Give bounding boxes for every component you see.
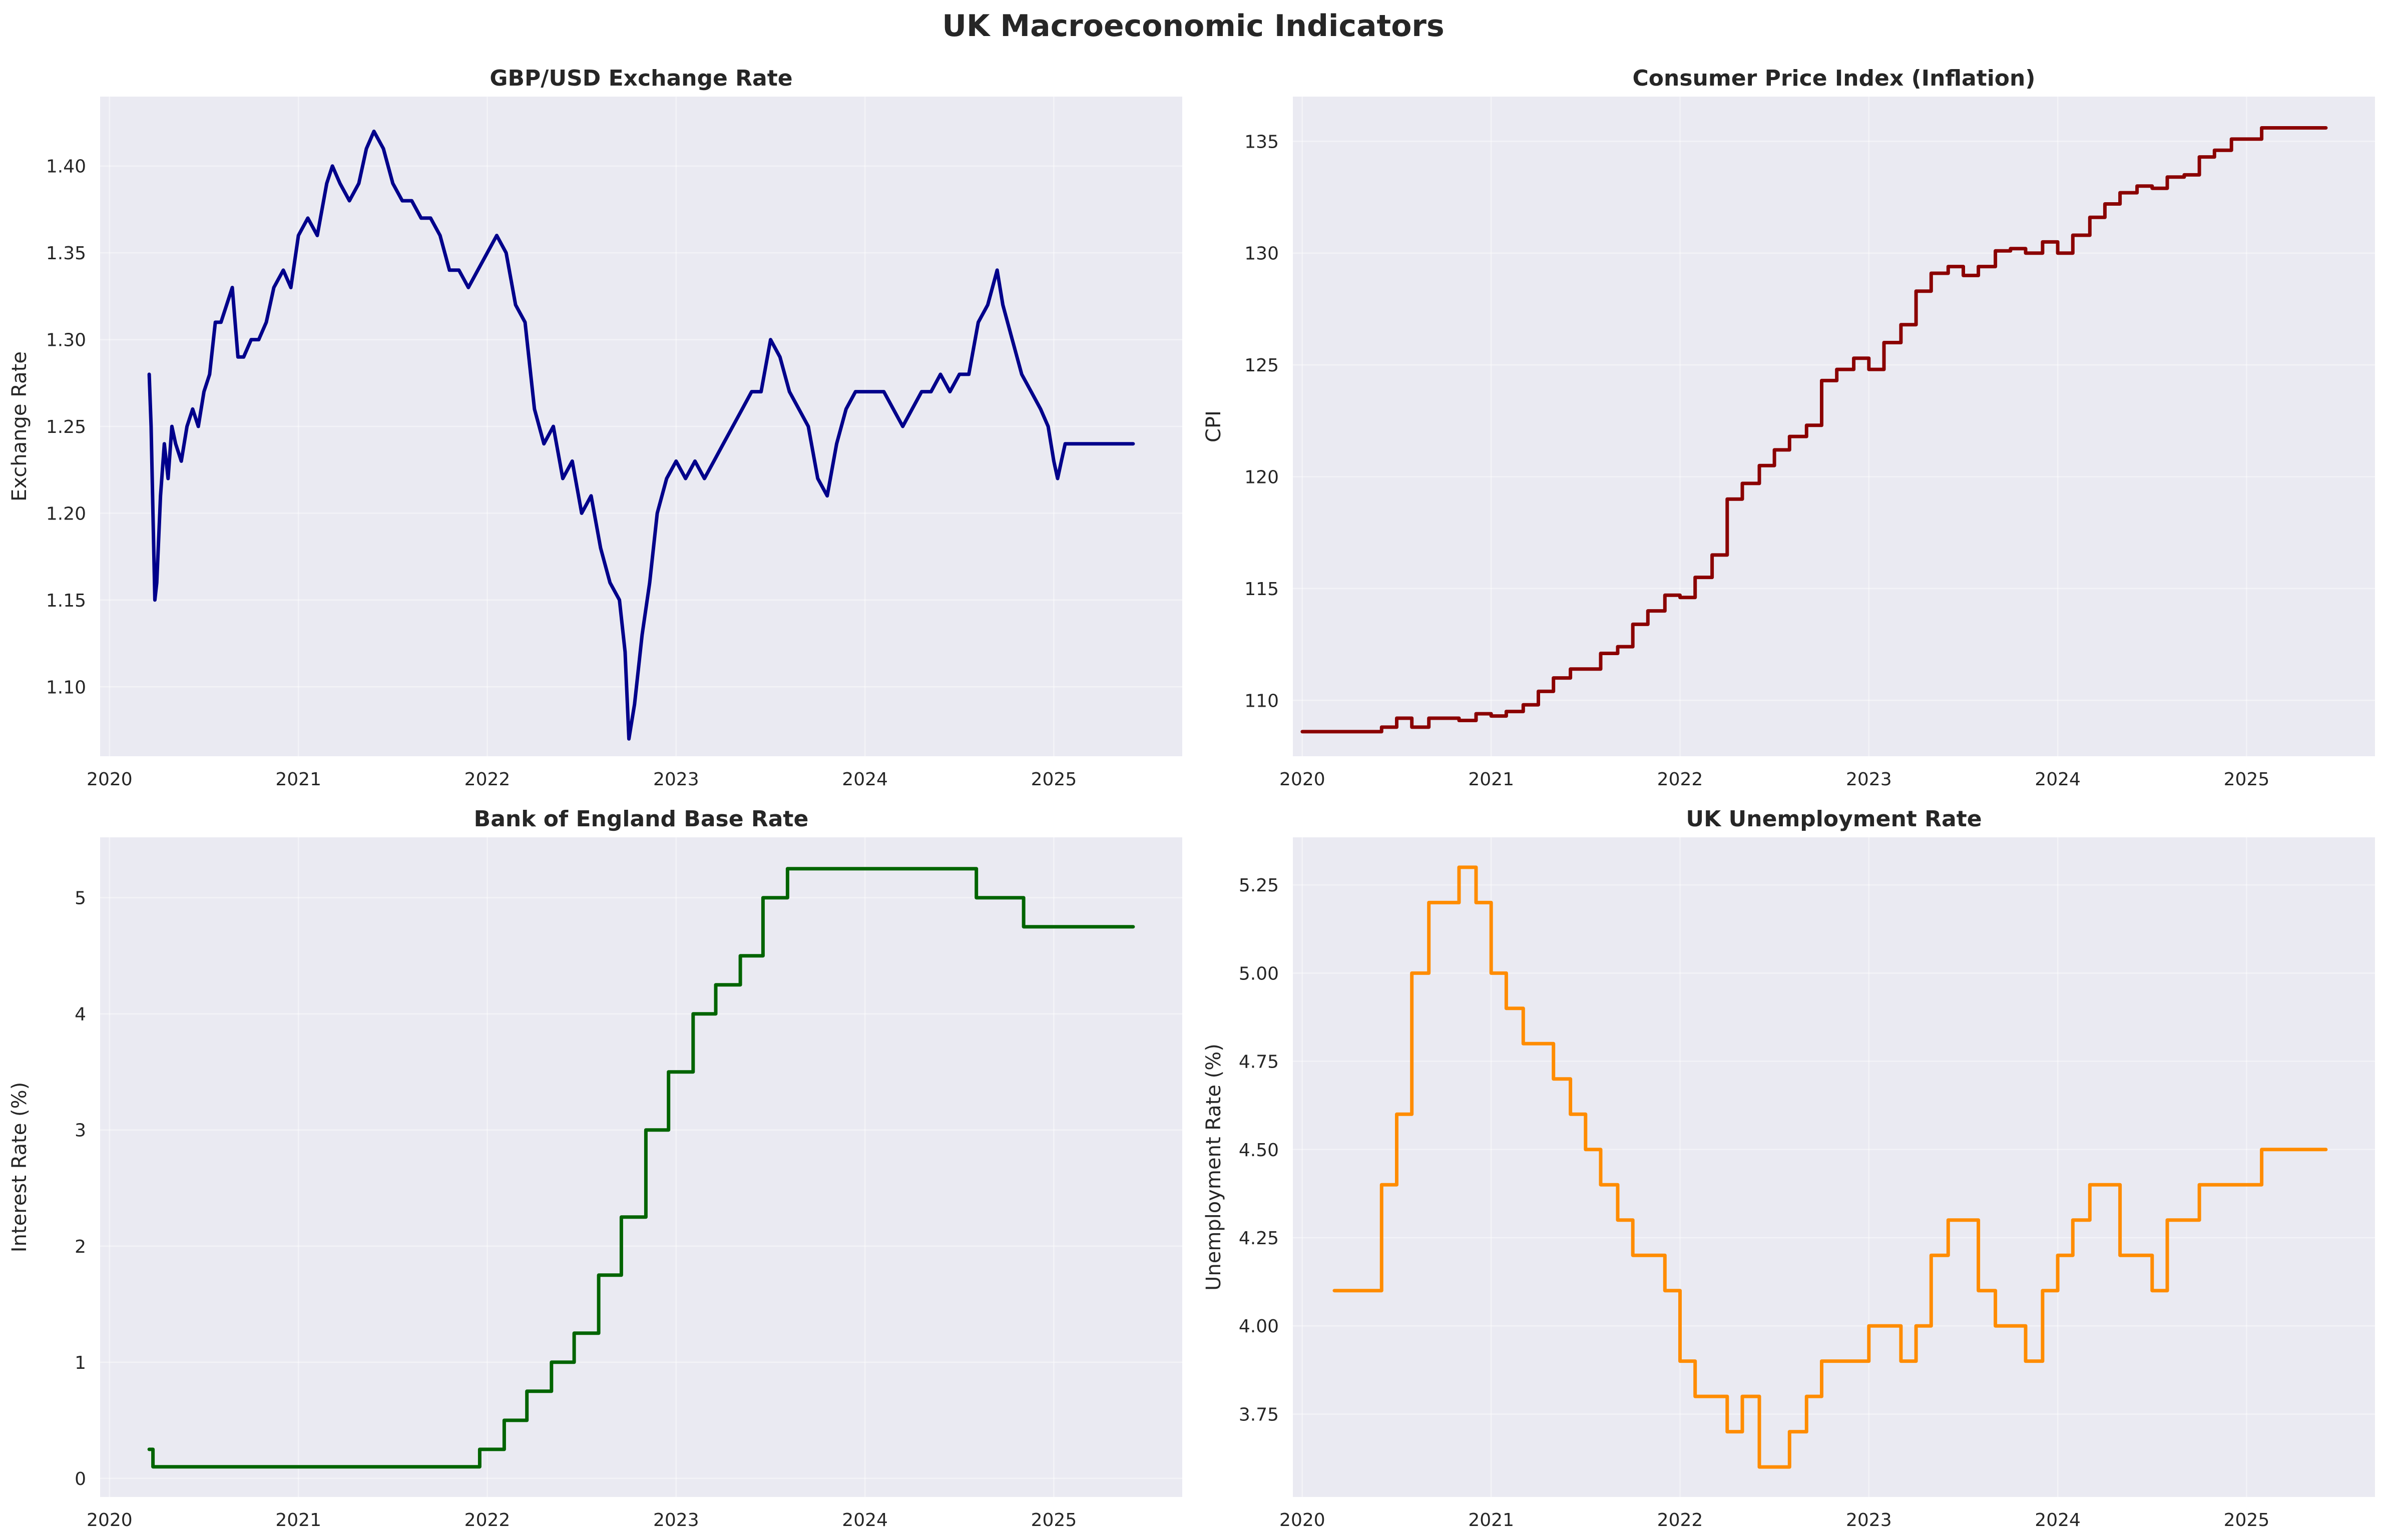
y-tick-label: 115 (1244, 579, 1279, 600)
x-tick-label: 2020 (1279, 1510, 1325, 1530)
x-tick-label: 2024 (842, 1510, 888, 1530)
y-tick-label: 5.00 (1239, 963, 1279, 984)
panel-cpi: 2020 2021 2022 2023 2024 2025 110 115 120 125 130 1… (1202, 66, 2375, 790)
y-axis-label-cpi: CPI (1202, 410, 1225, 442)
y-tick-label: 125 (1244, 355, 1279, 376)
x-tick-label: 2022 (464, 769, 511, 790)
y-tick-label: 1.15 (46, 591, 86, 611)
x-tick-label: 2022 (1657, 769, 1703, 790)
x-tick-label: 2025 (2224, 769, 2270, 790)
panel-unemployment: 2020 2021 2022 2023 2024 2025 3.75 4.00 4.25 4.50… (1202, 806, 2375, 1530)
y-tick-label: 3 (75, 1121, 86, 1141)
y-tick-label: 4 (75, 1004, 86, 1025)
panel-base-rate: 2020 2021 2022 2023 2024 2025 0 1 2 3 4 5 Bank of En… (8, 806, 1182, 1530)
x-tick-label: 2024 (2035, 1510, 2081, 1530)
y-tick-label: 1.35 (46, 243, 86, 264)
plot-area-unemployment (1293, 837, 2375, 1497)
x-tick-label: 2020 (87, 1510, 133, 1530)
y-tick-label: 1 (75, 1353, 86, 1373)
x-tick-label: 2023 (653, 769, 699, 790)
y-tick-label: 5 (75, 888, 86, 909)
y-tick-label: 4.00 (1239, 1316, 1279, 1337)
y-tick-label: 4.75 (1239, 1052, 1279, 1073)
x-tick-label: 2020 (1279, 769, 1325, 790)
chart-title-cpi: Consumer Price Index (Inflation) (1633, 66, 2036, 91)
x-tick-label: 2023 (1846, 769, 1892, 790)
x-tick-label: 2025 (1031, 769, 1077, 790)
series-line-cpi (1300, 126, 2328, 734)
x-tick-label: 2024 (842, 769, 888, 790)
chart-title-gbp-usd: GBP/USD Exchange Rate (490, 66, 792, 91)
y-tick-label: 135 (1244, 132, 1279, 152)
y-axis-label-gbp-usd: Exchange Rate (8, 351, 31, 501)
y-tick-label: 110 (1244, 691, 1279, 711)
y-tick-label: 1.25 (46, 417, 86, 437)
y-tick-label: 1.40 (46, 157, 86, 177)
y-tick-label: 1.20 (46, 503, 86, 524)
x-tick-label: 2022 (464, 1510, 511, 1530)
x-tick-label: 2025 (1031, 1510, 1077, 1530)
series-line-base-rate (147, 867, 1135, 1469)
plot-area-cpi (1293, 97, 2375, 756)
chart-title-unemployment: UK Unemployment Rate (1686, 806, 1982, 832)
y-axis-label-unemployment: Unemployment Rate (%) (1202, 1044, 1225, 1291)
panel-gbp-usd: 2020 2021 2022 2023 2024 2025 1.10 1.15 1.20 1.25… (8, 66, 1182, 790)
y-tick-label: 120 (1244, 467, 1279, 488)
y-tick-label: 130 (1244, 244, 1279, 264)
plot-area-base-rate (100, 837, 1182, 1497)
y-tick-label: 0 (75, 1469, 86, 1489)
x-tick-label: 2021 (1468, 1510, 1514, 1530)
y-tick-label: 4.50 (1239, 1140, 1279, 1161)
y-axis-label-base-rate: Interest Rate (%) (8, 1082, 31, 1253)
x-tick-label: 2022 (1657, 1510, 1703, 1530)
x-tick-label: 2025 (2224, 1510, 2270, 1530)
x-tick-label: 2021 (275, 1510, 321, 1530)
x-tick-label: 2023 (653, 1510, 699, 1530)
x-tick-label: 2021 (275, 769, 321, 790)
y-tick-label: 4.25 (1239, 1228, 1279, 1249)
x-tick-label: 2021 (1468, 769, 1514, 790)
x-tick-label: 2024 (2035, 769, 2081, 790)
y-tick-label: 3.75 (1239, 1404, 1279, 1425)
x-tick-label: 2020 (87, 769, 133, 790)
series-line-unemployment (1332, 865, 2328, 1469)
figure-title: UK Macroeconomic Indicators (942, 9, 1444, 44)
y-tick-label: 1.10 (46, 677, 86, 698)
y-tick-label: 5.25 (1239, 875, 1279, 896)
x-tick-label: 2023 (1846, 1510, 1892, 1530)
series-line-gbp-usd (147, 129, 1135, 741)
chart-title-base-rate: Bank of England Base Rate (474, 806, 809, 832)
y-tick-label: 1.30 (46, 330, 86, 351)
y-tick-label: 2 (75, 1237, 86, 1257)
